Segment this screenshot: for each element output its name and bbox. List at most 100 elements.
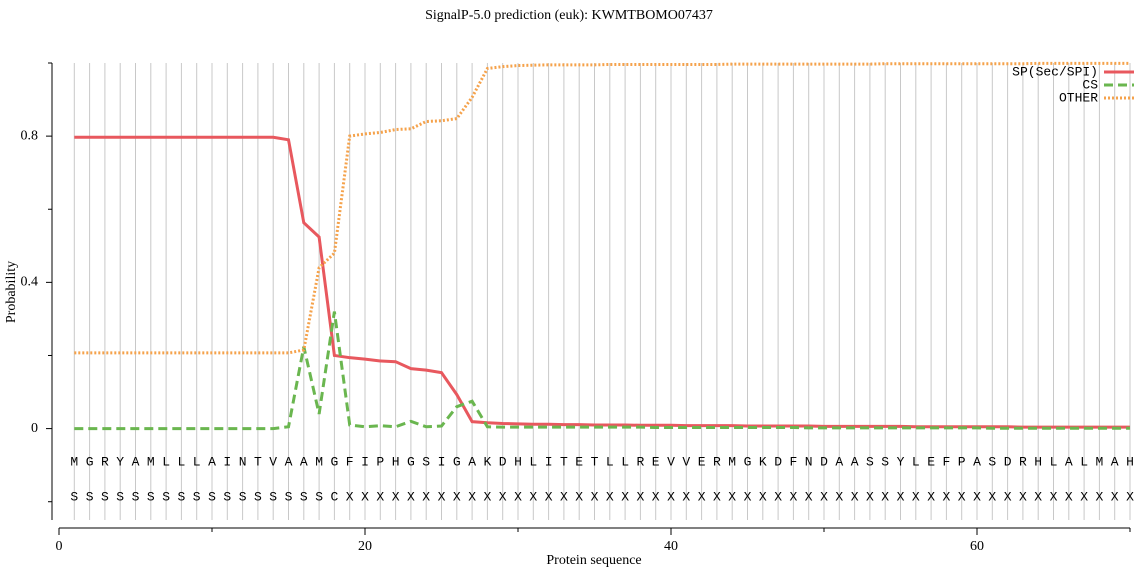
sequence-residue: L	[177, 454, 185, 469]
sequence-residue: T	[591, 454, 599, 469]
residue-label: X	[422, 489, 430, 504]
sequence-residue: Y	[897, 454, 905, 469]
residue-label: X	[346, 489, 354, 504]
residue-label: S	[239, 489, 247, 504]
sequence-residue: F	[346, 454, 354, 469]
sequence-residue: S	[881, 454, 889, 469]
residue-label: X	[942, 489, 950, 504]
sequence-residue: H	[392, 454, 400, 469]
residue-label: X	[1050, 489, 1058, 504]
residue-label: S	[285, 489, 293, 504]
residue-label: X	[713, 489, 721, 504]
sequence-residue: S	[422, 454, 430, 469]
sequence-residue: D	[820, 454, 828, 469]
residue-label: X	[1095, 489, 1103, 504]
legend-label: SP(Sec/SPI)	[1012, 64, 1098, 79]
sequence-residue: I	[545, 454, 553, 469]
residue-label: S	[254, 489, 262, 504]
residue-label: C	[330, 489, 338, 504]
sequence-residue: D	[1004, 454, 1012, 469]
residue-label: X	[667, 489, 675, 504]
series-line	[74, 61, 1130, 355]
residue-label: S	[315, 489, 323, 504]
sequence-residue: T	[254, 454, 262, 469]
sequence-residue: K	[483, 454, 491, 469]
sequence-residue: M	[70, 454, 78, 469]
x-axis-label: Protein sequence	[546, 553, 641, 568]
sequence-residue: F	[942, 454, 950, 469]
sequence-residue: A	[300, 454, 308, 469]
sequence-residue: L	[621, 454, 629, 469]
residue-label: X	[361, 489, 369, 504]
residue-label: X	[591, 489, 599, 504]
sequence-residue: L	[193, 454, 201, 469]
sequence-residue: M	[147, 454, 155, 469]
sequence-residue: P	[376, 454, 384, 469]
residue-label: X	[1034, 489, 1042, 504]
sequence-residue: E	[652, 454, 660, 469]
sequence-residue: V	[682, 454, 690, 469]
y-tick-label: 0	[31, 421, 38, 436]
residue-label: S	[116, 489, 124, 504]
sequence-residue: S	[866, 454, 874, 469]
residue-label: X	[636, 489, 644, 504]
residue-label: X	[529, 489, 537, 504]
residue-label: S	[70, 489, 78, 504]
series-line	[74, 311, 1130, 431]
residue-label: X	[1065, 489, 1073, 504]
residue-label: X	[606, 489, 614, 504]
residue-label: X	[835, 489, 843, 504]
sequence-residue: V	[269, 454, 277, 469]
residue-label: S	[132, 489, 140, 504]
legend-label: CS	[1082, 77, 1098, 92]
series-line	[74, 135, 1130, 429]
sequence-residue: H	[514, 454, 522, 469]
residue-label: X	[912, 489, 920, 504]
residue-label: S	[177, 489, 185, 504]
residue-label: X	[468, 489, 476, 504]
sequence-residue: I	[438, 454, 446, 469]
sequence-residue: E	[575, 454, 583, 469]
sequence-residue: A	[208, 454, 216, 469]
residue-label: S	[101, 489, 109, 504]
residue-label: S	[193, 489, 201, 504]
residue-label: X	[759, 489, 767, 504]
x-tick-label: 60	[970, 539, 984, 554]
residue-label: S	[208, 489, 216, 504]
residue-label: X	[1111, 489, 1119, 504]
sequence-residue: Y	[116, 454, 124, 469]
residue-label: X	[744, 489, 752, 504]
residue-label: X	[407, 489, 415, 504]
residue-label: X	[499, 489, 507, 504]
residue-label: X	[927, 489, 935, 504]
residue-label: X	[376, 489, 384, 504]
sequence-residue: T	[560, 454, 568, 469]
sequence-residue: D	[499, 454, 507, 469]
residue-label: X	[988, 489, 996, 504]
sequence-residue: N	[805, 454, 813, 469]
residue-label: X	[514, 489, 522, 504]
residue-label: X	[866, 489, 874, 504]
residue-label: S	[223, 489, 231, 504]
sequence-residue: M	[1095, 454, 1103, 469]
sequence-residue: R	[636, 454, 644, 469]
residue-label: X	[851, 489, 859, 504]
residue-label: X	[1019, 489, 1027, 504]
sequence-residue: I	[361, 454, 369, 469]
sequence-residue: R	[101, 454, 109, 469]
residue-label: X	[774, 489, 782, 504]
sequence-residue: H	[1126, 454, 1134, 469]
sequence-residue: L	[1080, 454, 1088, 469]
y-tick-label: 0.4	[21, 275, 39, 290]
chart-title: SignalP-5.0 prediction (euk): KWMTBOMO07…	[425, 8, 713, 23]
residue-label: X	[575, 489, 583, 504]
residue-label: X	[453, 489, 461, 504]
sequence-residue: A	[285, 454, 293, 469]
sequence-residue: G	[330, 454, 338, 469]
residue-label: X	[545, 489, 553, 504]
sequence-residue: M	[728, 454, 736, 469]
sequence-residue: L	[162, 454, 170, 469]
sequence-residue: L	[529, 454, 537, 469]
residue-label: X	[881, 489, 889, 504]
